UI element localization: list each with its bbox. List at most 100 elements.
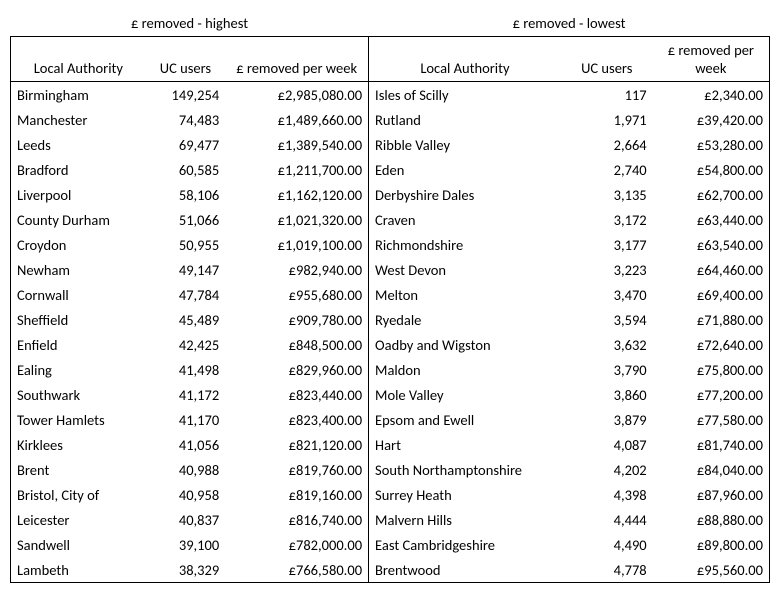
highest-uc-cell: 40,958 [146, 482, 226, 507]
lowest-la-cell: Brentwood [369, 557, 561, 583]
lowest-la-cell: West Devon [369, 257, 561, 282]
highest-uc-cell: 38,329 [146, 557, 226, 583]
lowest-la-cell: Mole Valley [369, 382, 561, 407]
highest-la-cell: Bradford [11, 157, 146, 182]
highest-amt-cell: £1,211,700.00 [225, 157, 368, 182]
lowest-uc-cell: 4,778 [561, 557, 653, 583]
table-row: Enfield42,425£848,500.00Oadby and Wigsto… [11, 332, 770, 357]
highest-la-cell: Leeds [11, 132, 146, 157]
highest-amt-cell: £816,740.00 [225, 507, 368, 532]
lowest-uc-cell: 2,740 [561, 157, 653, 182]
lowest-amt-cell: £71,880.00 [653, 307, 770, 332]
lowest-amt-cell: £2,340.00 [653, 82, 770, 108]
lowest-amt-cell: £54,800.00 [653, 157, 770, 182]
lowest-amt-cell: £62,700.00 [653, 182, 770, 207]
lowest-la-cell: Isles of Scilly [369, 82, 561, 108]
lowest-la-cell: Hart [369, 432, 561, 457]
table-row: Tower Hamlets41,170£823,400.00Epsom and … [11, 407, 770, 432]
highest-amt-cell: £766,580.00 [225, 557, 368, 583]
lowest-la-cell: South Northamptonshire [369, 457, 561, 482]
highest-uc-cell: 42,425 [146, 332, 226, 357]
highest-la-cell: Manchester [11, 107, 146, 132]
highest-uc-cell: 41,056 [146, 432, 226, 457]
lowest-amt-cell: £72,640.00 [653, 332, 770, 357]
lowest-uc-cell: 4,398 [561, 482, 653, 507]
highest-la-cell: Birmingham [11, 82, 146, 108]
col-header-highest-amt: £ removed per week [225, 37, 368, 82]
table-row: Cornwall47,784£955,680.00Melton3,470£69,… [11, 282, 770, 307]
table-row: Ealing41,498£829,960.00Maldon3,790£75,80… [11, 357, 770, 382]
highest-la-cell: Liverpool [11, 182, 146, 207]
highest-amt-cell: £821,120.00 [225, 432, 368, 457]
lowest-uc-cell: 2,664 [561, 132, 653, 157]
highest-amt-cell: £982,940.00 [225, 257, 368, 282]
lowest-uc-cell: 3,594 [561, 307, 653, 332]
lowest-uc-cell: 4,087 [561, 432, 653, 457]
lowest-amt-cell: £75,800.00 [653, 357, 770, 382]
lowest-la-cell: East Cambridgeshire [369, 532, 561, 557]
highest-uc-cell: 49,147 [146, 257, 226, 282]
table-row: Newham49,147£982,940.00West Devon3,223£6… [11, 257, 770, 282]
lowest-uc-cell: 3,790 [561, 357, 653, 382]
lowest-amt-cell: £88,880.00 [653, 507, 770, 532]
highest-amt-cell: £1,389,540.00 [225, 132, 368, 157]
highest-amt-cell: £823,440.00 [225, 382, 368, 407]
lowest-amt-cell: £81,740.00 [653, 432, 770, 457]
highest-amt-cell: £819,160.00 [225, 482, 368, 507]
section-header-row: £ removed - highest £ removed - lowest [11, 10, 770, 37]
lowest-amt-cell: £39,420.00 [653, 107, 770, 132]
highest-uc-cell: 41,170 [146, 407, 226, 432]
lowest-amt-cell: £53,280.00 [653, 132, 770, 157]
highest-uc-cell: 51,066 [146, 207, 226, 232]
lowest-la-cell: Craven [369, 207, 561, 232]
highest-section-title: £ removed - highest [11, 10, 369, 37]
highest-uc-cell: 47,784 [146, 282, 226, 307]
highest-amt-cell: £782,000.00 [225, 532, 368, 557]
highest-uc-cell: 45,489 [146, 307, 226, 332]
lowest-uc-cell: 117 [561, 82, 653, 108]
highest-la-cell: Tower Hamlets [11, 407, 146, 432]
lowest-la-cell: Rutland [369, 107, 561, 132]
table-row: Leeds69,477£1,389,540.00Ribble Valley2,6… [11, 132, 770, 157]
lowest-amt-cell: £69,400.00 [653, 282, 770, 307]
highest-uc-cell: 74,483 [146, 107, 226, 132]
lowest-amt-cell: £64,460.00 [653, 257, 770, 282]
table-row: Croydon50,955£1,019,100.00Richmondshire3… [11, 232, 770, 257]
table-row: County Durham51,066£1,021,320.00Craven3,… [11, 207, 770, 232]
highest-uc-cell: 58,106 [146, 182, 226, 207]
lowest-uc-cell: 3,135 [561, 182, 653, 207]
highest-uc-cell: 39,100 [146, 532, 226, 557]
highest-uc-cell: 60,585 [146, 157, 226, 182]
highest-amt-cell: £2,985,080.00 [225, 82, 368, 108]
lowest-amt-cell: £95,560.00 [653, 557, 770, 583]
highest-uc-cell: 50,955 [146, 232, 226, 257]
lowest-la-cell: Ribble Valley [369, 132, 561, 157]
highest-uc-cell: 41,498 [146, 357, 226, 382]
highest-la-cell: Sheffield [11, 307, 146, 332]
lowest-uc-cell: 3,172 [561, 207, 653, 232]
lowest-uc-cell: 3,470 [561, 282, 653, 307]
highest-la-cell: Croydon [11, 232, 146, 257]
col-header-lowest-la: Local Authority [369, 37, 561, 82]
col-header-lowest-uc: UC users [561, 37, 653, 82]
lowest-la-cell: Malvern Hills [369, 507, 561, 532]
lowest-la-cell: Melton [369, 282, 561, 307]
highest-la-cell: County Durham [11, 207, 146, 232]
highest-amt-cell: £955,680.00 [225, 282, 368, 307]
highest-la-cell: Cornwall [11, 282, 146, 307]
lowest-uc-cell: 4,202 [561, 457, 653, 482]
lowest-la-cell: Oadby and Wigston [369, 332, 561, 357]
highest-la-cell: Ealing [11, 357, 146, 382]
highest-amt-cell: £1,489,660.00 [225, 107, 368, 132]
highest-uc-cell: 41,172 [146, 382, 226, 407]
table-row: Birmingham149,254£2,985,080.00Isles of S… [11, 82, 770, 108]
highest-la-cell: Newham [11, 257, 146, 282]
table-row: Kirklees41,056£821,120.00Hart4,087£81,74… [11, 432, 770, 457]
highest-amt-cell: £1,019,100.00 [225, 232, 368, 257]
lowest-la-cell: Maldon [369, 357, 561, 382]
highest-la-cell: Leicester [11, 507, 146, 532]
highest-la-cell: Lambeth [11, 557, 146, 583]
table-row: Manchester74,483£1,489,660.00Rutland1,97… [11, 107, 770, 132]
lowest-la-cell: Richmondshire [369, 232, 561, 257]
highest-la-cell: Kirklees [11, 432, 146, 457]
